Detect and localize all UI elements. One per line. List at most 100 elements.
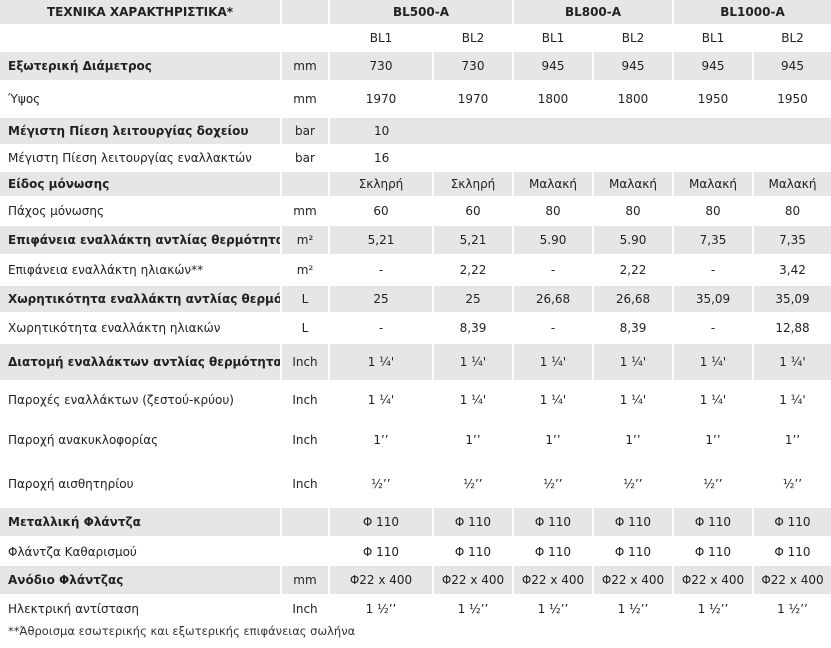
row-value: 26,68: [514, 286, 592, 312]
row-value: Σκληρή: [434, 172, 512, 196]
table-row: Επιφάνεια εναλλάκτη ηλιακών** m² - 2,22 - 2,2…: [0, 256, 831, 284]
row-value: 1 ¼': [434, 344, 512, 380]
row-unit: Inch: [292, 602, 318, 616]
row-value: Φ22 x 400: [674, 566, 752, 594]
row-label: Παροχές εναλλάκτων (ζεστού-κρύου): [8, 393, 234, 407]
row-value: 1’’: [373, 433, 389, 447]
row-value: Φ22 x 400: [434, 566, 512, 594]
row-value: 1800: [617, 92, 649, 106]
row-value: 945: [674, 52, 752, 80]
row-value: 1 ½’’: [537, 602, 569, 616]
row-label: Πάχος μόνωσης: [8, 204, 105, 218]
table-row: Ηλεκτρική αντίσταση Inch 1 ½’’ 1 ½’’ 1 ½’’ 1 …: [0, 596, 831, 622]
row-value: Φ 110: [694, 545, 732, 559]
row-value: 26,68: [594, 286, 672, 312]
row-value: 1’’: [784, 433, 801, 447]
row-label: Ύψος: [8, 92, 41, 106]
table-row: Παροχή ανακυκλοφορίας Inch 1’’ 1’’ 1’’ 1’’ 1’’…: [0, 420, 831, 460]
row-value: 1’’: [625, 433, 641, 447]
row-value: ½’’: [623, 477, 643, 491]
row-label: Επιφάνεια εναλλάκτη αντλίας θερμότητας**: [0, 226, 280, 254]
row-value: 1 ½’’: [617, 602, 649, 616]
variant-header: BL1: [541, 31, 565, 45]
variant-label-blank: [0, 26, 280, 50]
row-unit: Inch: [292, 477, 318, 491]
row-value: 1 ¼': [754, 344, 831, 380]
row-unit: L: [282, 286, 328, 312]
table-row: Χωρητικότητα εναλλάκτη αντλίας θερμότητα…: [0, 286, 831, 312]
row-value: Φ 110: [674, 508, 752, 536]
row-value: 1970: [365, 92, 397, 106]
row-label: Επιφάνεια εναλλάκτη ηλιακών**: [8, 263, 204, 277]
row-value: 80: [625, 204, 641, 218]
row-value: 60: [465, 204, 481, 218]
row-value: Φ22 x 400: [754, 566, 831, 594]
row-value: 8,39: [619, 321, 647, 335]
row-value: 3,42: [779, 263, 806, 277]
row-value: 7,35: [674, 226, 752, 254]
row-unit: m²: [296, 263, 314, 277]
row-label: Ηλεκτρική αντίσταση: [8, 602, 139, 616]
row-value: 1’’: [545, 433, 561, 447]
variant-header: BL2: [461, 31, 485, 45]
row-value: 1 ¼': [619, 393, 647, 407]
row-unit: m²: [282, 226, 328, 254]
row-value: 2,22: [459, 263, 487, 277]
row-label: Είδος μόνωσης: [0, 172, 280, 196]
row-value: 1 ¼': [594, 344, 672, 380]
table-row: Επιφάνεια εναλλάκτη αντλίας θερμότητας**…: [0, 226, 831, 254]
row-value: 1’’: [465, 433, 481, 447]
row-value: 1 ¼': [459, 393, 487, 407]
row-value: Φ 110: [534, 545, 572, 559]
row-value: -: [710, 263, 716, 277]
row-value: 1 ½’’: [457, 602, 489, 616]
row-value: 1800: [537, 92, 569, 106]
row-value: 1 ¼': [367, 393, 395, 407]
row-value: 5,21: [434, 226, 512, 254]
row-unit: [282, 172, 328, 196]
row-value: 1 ½’’: [777, 602, 808, 616]
row-value: ½’’: [543, 477, 563, 491]
table-row: Ανόδιο Φλάντζας mm Φ22 x 400 Φ22 x 400 Φ22 x…: [0, 566, 831, 594]
row-value: ½’’: [703, 477, 723, 491]
row-unit: Inch: [292, 393, 318, 407]
table-row: Παροχές εναλλάκτων (ζεστού-κρύου) Inch 1 ¼…: [0, 382, 831, 418]
row-label: Παροχή αισθητηρίου: [8, 477, 134, 491]
row-value: -: [550, 321, 556, 335]
table-row: Πάχος μόνωσης mm 60 60 80 80 80 80: [0, 198, 831, 224]
row-value: -: [710, 321, 716, 335]
row-value: 7,35: [754, 226, 831, 254]
row-unit: mm: [282, 52, 328, 80]
table-row: Είδος μόνωσης Σκληρή Σκληρή Μαλακή Μαλακή Μαλ…: [0, 172, 831, 196]
row-value: 1 ½’’: [697, 602, 729, 616]
table-title: ΤΕΧΝΙΚΑ ΧΑΡΑΚΤΗΡΙΣΤΙΚΑ*: [0, 0, 280, 24]
row-value: 5,21: [330, 226, 432, 254]
row-value: 1950: [697, 92, 729, 106]
row-value: Φ 110: [774, 545, 811, 559]
row-value: -: [378, 263, 384, 277]
row-value: 1 ¼': [539, 393, 567, 407]
model-header: BL800-A: [514, 0, 672, 24]
header-unit-blank: [282, 0, 328, 24]
row-value: 35,09: [754, 286, 831, 312]
row-label: Χωρητικότητα εναλλάκτη ηλιακών: [8, 321, 221, 335]
row-value: 5.90: [514, 226, 592, 254]
row-value: 1 ¼': [330, 344, 432, 380]
row-value: 10: [330, 118, 831, 144]
row-value: 945: [754, 52, 831, 80]
table-row: Μεταλλική Φλάντζα Φ 110 Φ 110 Φ 110 Φ 110 Φ 1…: [0, 508, 831, 536]
variant-header: BL1: [701, 31, 725, 45]
row-value: 1 ¼': [779, 393, 806, 407]
row-value: 1 ¼': [514, 344, 592, 380]
variant-header: BL2: [621, 31, 645, 45]
row-value: Μαλακή: [754, 172, 831, 196]
row-value: 25: [434, 286, 512, 312]
row-label: Χωρητικότητα εναλλάκτη αντλίας θερμότητα…: [0, 286, 280, 312]
row-value: ½’’: [463, 477, 483, 491]
model-header: BL1000-A: [674, 0, 831, 24]
row-value: -: [378, 321, 384, 335]
row-value: 60: [373, 204, 389, 218]
row-value: 1950: [777, 92, 808, 106]
row-value: Φ 110: [330, 508, 432, 536]
variant-header: BL2: [781, 31, 804, 45]
